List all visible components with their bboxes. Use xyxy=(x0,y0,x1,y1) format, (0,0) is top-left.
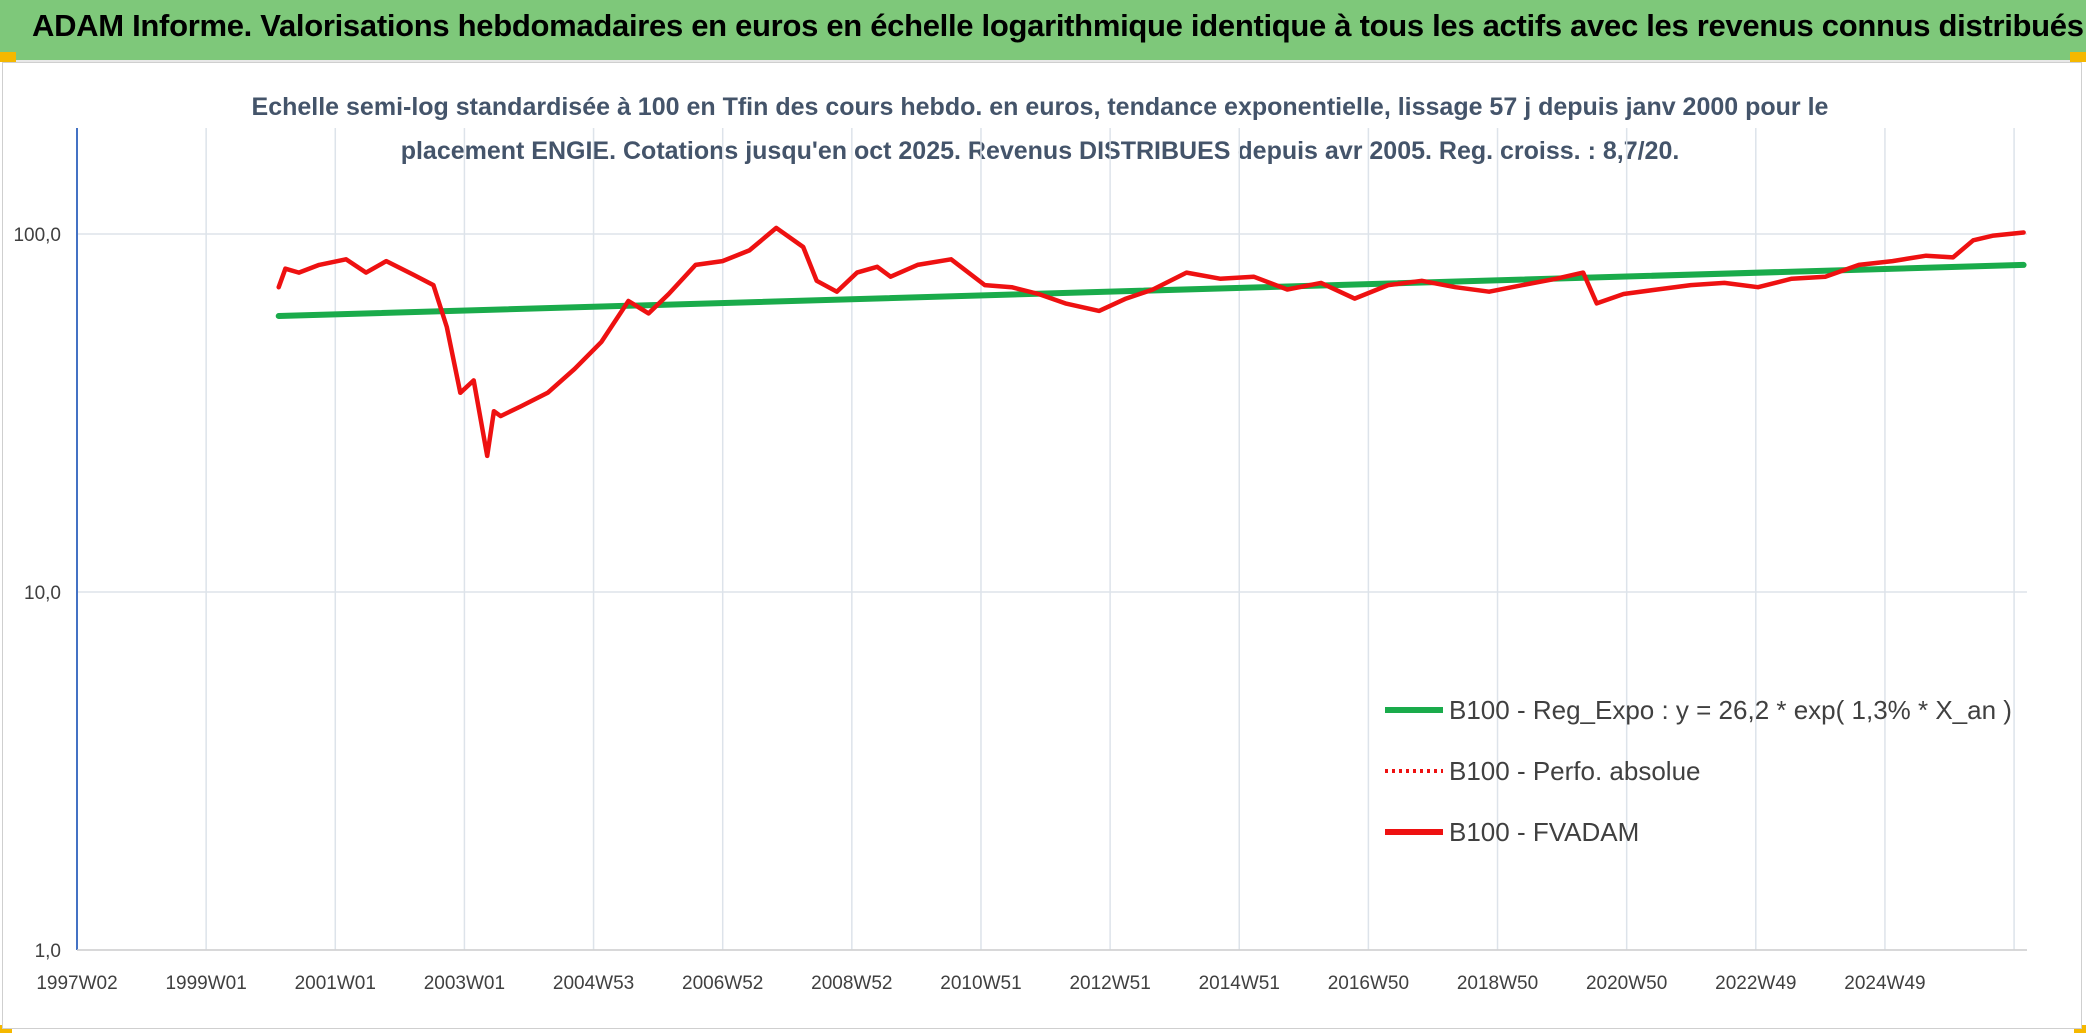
y-tick-label: 1,0 xyxy=(35,941,61,962)
y-tick-label: 100,0 xyxy=(13,225,61,246)
corner-accent-top-right xyxy=(2070,52,2086,62)
x-tick-label: 2016W50 xyxy=(1328,973,1409,994)
x-tick-label: 2008W52 xyxy=(811,973,892,994)
chart-title-line-1: Echelle semi-log standardisée à 100 en T… xyxy=(252,93,1829,121)
x-tick-label: 2022W49 xyxy=(1715,973,1796,994)
x-tick-label: 2001W01 xyxy=(295,973,376,994)
y-tick-label: 10,0 xyxy=(24,583,61,604)
corner-accent-top-left xyxy=(0,52,16,62)
x-tick-label: 2014W51 xyxy=(1199,973,1280,994)
x-tick-label: 2024W49 xyxy=(1844,973,1925,994)
x-tick-label: 2020W50 xyxy=(1586,973,1667,994)
x-tick-label: 2004W53 xyxy=(553,973,634,994)
x-tick-label: 2018W50 xyxy=(1457,973,1538,994)
x-tick-label: 1999W01 xyxy=(165,973,246,994)
legend-label: B100 - Reg_Expo : y = 26,2 * exp( 1,3% *… xyxy=(1449,695,2012,725)
x-tick-label: 2010W51 xyxy=(940,973,1021,994)
x-tick-label: 2012W51 xyxy=(1069,973,1150,994)
chart-frame xyxy=(2,62,2082,1029)
series-line-fvadam xyxy=(276,225,2026,459)
corner-accent-bottom-right xyxy=(2074,1025,2086,1033)
page-title: ADAM Informe. Valorisations hebdomadaire… xyxy=(32,8,2084,43)
legend-label: B100 - Perfo. absolue xyxy=(1449,756,1701,786)
legend-label: B100 - FVADAM xyxy=(1449,817,1639,847)
corner-accent-bottom-left xyxy=(0,1025,12,1033)
x-tick-label: 1997W02 xyxy=(36,973,117,994)
header-banner: ADAM Informe. Valorisations hebdomadaire… xyxy=(0,0,2086,62)
x-tick-label: 2003W01 xyxy=(424,973,505,994)
chart-title-line-2: placement ENGIE. Cotations jusqu'en oct … xyxy=(401,137,1680,165)
x-tick-label: 2006W52 xyxy=(682,973,763,994)
